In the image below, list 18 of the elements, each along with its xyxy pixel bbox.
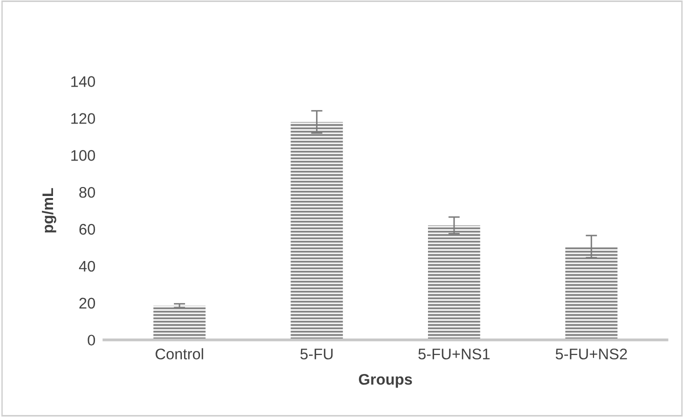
- y-tick-label: 60: [79, 224, 96, 235]
- bar: [565, 246, 618, 340]
- y-tick-label: 20: [79, 298, 96, 309]
- y-tick-label: 80: [79, 186, 96, 198]
- y-axis-title: pg/mL: [42, 188, 56, 232]
- y-tick-label: 120: [71, 113, 96, 124]
- y-tick-label: 0: [88, 334, 96, 346]
- x-axis-title: Groups: [358, 374, 412, 388]
- y-tick-label: 100: [71, 150, 96, 161]
- bar: [290, 122, 343, 340]
- x-tick-label: 5-FU: [300, 348, 333, 360]
- x-tick-label: Control: [156, 348, 204, 360]
- x-tick-label: 5-FU+NS2: [556, 348, 627, 360]
- y-tick-label: 140: [71, 76, 96, 87]
- x-tick-label: 5-FU+NS1: [418, 348, 490, 360]
- bar: [428, 225, 480, 340]
- y-tick-label: 40: [78, 260, 96, 272]
- bar: [153, 306, 206, 340]
